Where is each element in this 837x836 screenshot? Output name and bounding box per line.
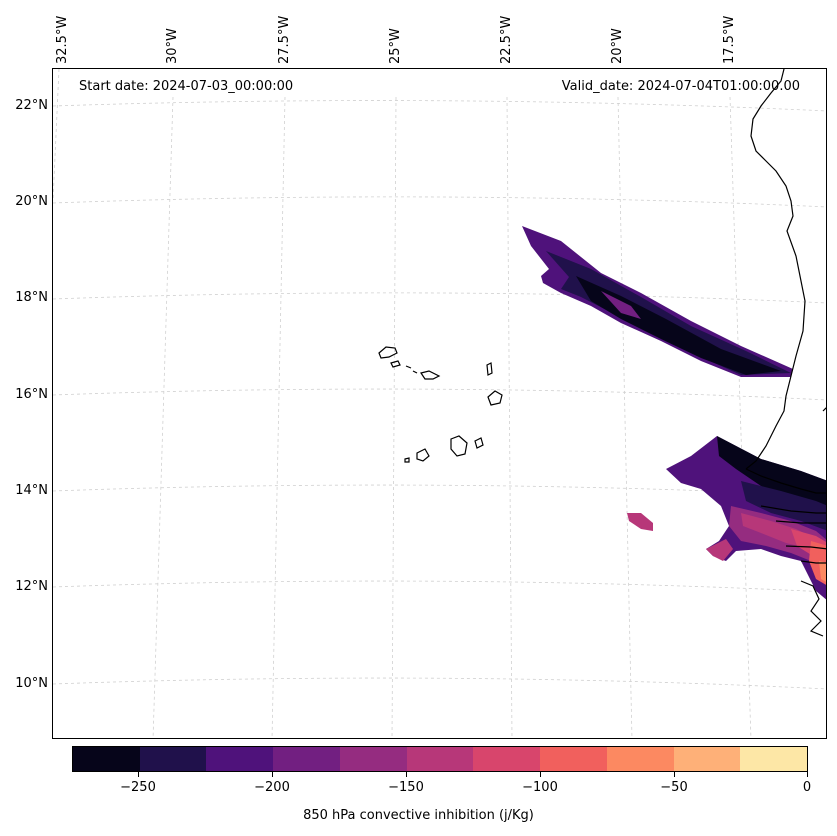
colorbar-tick-label: −100 (522, 780, 558, 795)
colorbar-tick-label: 0 (802, 780, 812, 795)
lon-label-25w: 25°W (388, 28, 403, 64)
map-panel: Start date: 2024-07-03_00:00:00 Valid_da… (52, 68, 827, 739)
colorbar-segment-5 (406, 747, 474, 771)
lon-label-17-5w: 17.5°W (722, 15, 737, 64)
lon-label-32-5w: 32.5°W (55, 15, 70, 64)
colorbar-tick (540, 772, 541, 777)
colorbar-tick (406, 772, 407, 777)
colorbar-tick-label: −200 (254, 780, 290, 795)
lat-label-14n: 14°N (15, 483, 48, 498)
colorbar-segment-0 (73, 747, 140, 771)
colorbar (72, 746, 808, 772)
lon-label-22-5w: 22.5°W (499, 15, 514, 64)
map-canvas (53, 69, 826, 738)
colorbar-tick (138, 772, 139, 777)
colorbar-segment-9 (673, 747, 741, 771)
lon-label-20w: 20°W (610, 28, 625, 64)
colorbar-tick (807, 772, 808, 777)
lat-label-12n: 12°N (15, 579, 48, 594)
valid-date-text: Valid_date: 2024-07-04T01:00:00.00 (561, 79, 800, 94)
cin-plume-south (627, 436, 826, 600)
lat-label-16n: 16°N (15, 387, 48, 402)
gridlines (53, 69, 826, 738)
start-date-text: Start date: 2024-07-03_00:00:00 (79, 79, 294, 94)
colorbar-segment-6 (473, 747, 541, 771)
lat-label-10n: 10°N (15, 676, 48, 691)
lon-label-27-5w: 27.5°W (277, 15, 292, 64)
lat-label-18n: 18°N (15, 290, 48, 305)
colorbar-segment-1 (139, 747, 207, 771)
colorbar-title: 850 hPa convective inhibition (j/Kg) (303, 808, 534, 823)
coastline (378, 69, 826, 637)
lon-label-30w: 30°W (165, 28, 180, 64)
colorbar-segment-10 (740, 747, 808, 771)
colorbar-segment-3 (273, 747, 340, 771)
colorbar-segment-7 (540, 747, 607, 771)
colorbar-segment-2 (206, 747, 274, 771)
colorbar-segment-8 (606, 747, 674, 771)
colorbar-tick (272, 772, 273, 777)
colorbar-tick-label: −50 (660, 780, 688, 795)
lat-label-22n: 22°N (15, 98, 48, 113)
lat-label-20n: 20°N (15, 194, 48, 209)
cin-plume-north (522, 226, 793, 377)
colorbar-segment-4 (339, 747, 407, 771)
colorbar-tick (674, 772, 675, 777)
colorbar-tick-label: −150 (388, 780, 424, 795)
colorbar-tick-label: −250 (120, 780, 156, 795)
